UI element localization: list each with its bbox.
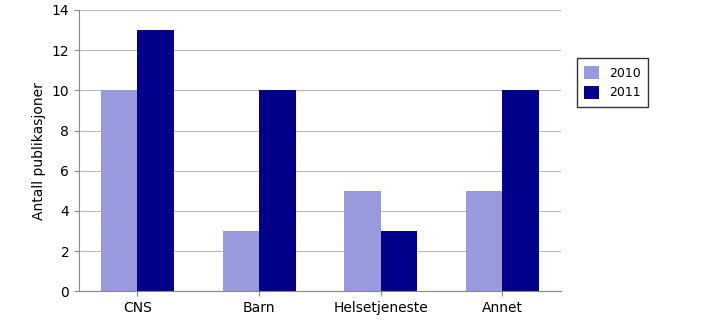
- Y-axis label: Antall publikasjoner: Antall publikasjoner: [32, 82, 46, 219]
- Bar: [259, 90, 296, 291]
- Legend: 2010, 2011: 2010, 2011: [577, 58, 649, 107]
- Bar: [344, 191, 381, 291]
- Bar: [223, 231, 259, 291]
- Bar: [381, 231, 417, 291]
- Bar: [466, 191, 503, 291]
- Bar: [137, 30, 174, 291]
- Bar: [503, 90, 539, 291]
- Bar: [101, 90, 137, 291]
